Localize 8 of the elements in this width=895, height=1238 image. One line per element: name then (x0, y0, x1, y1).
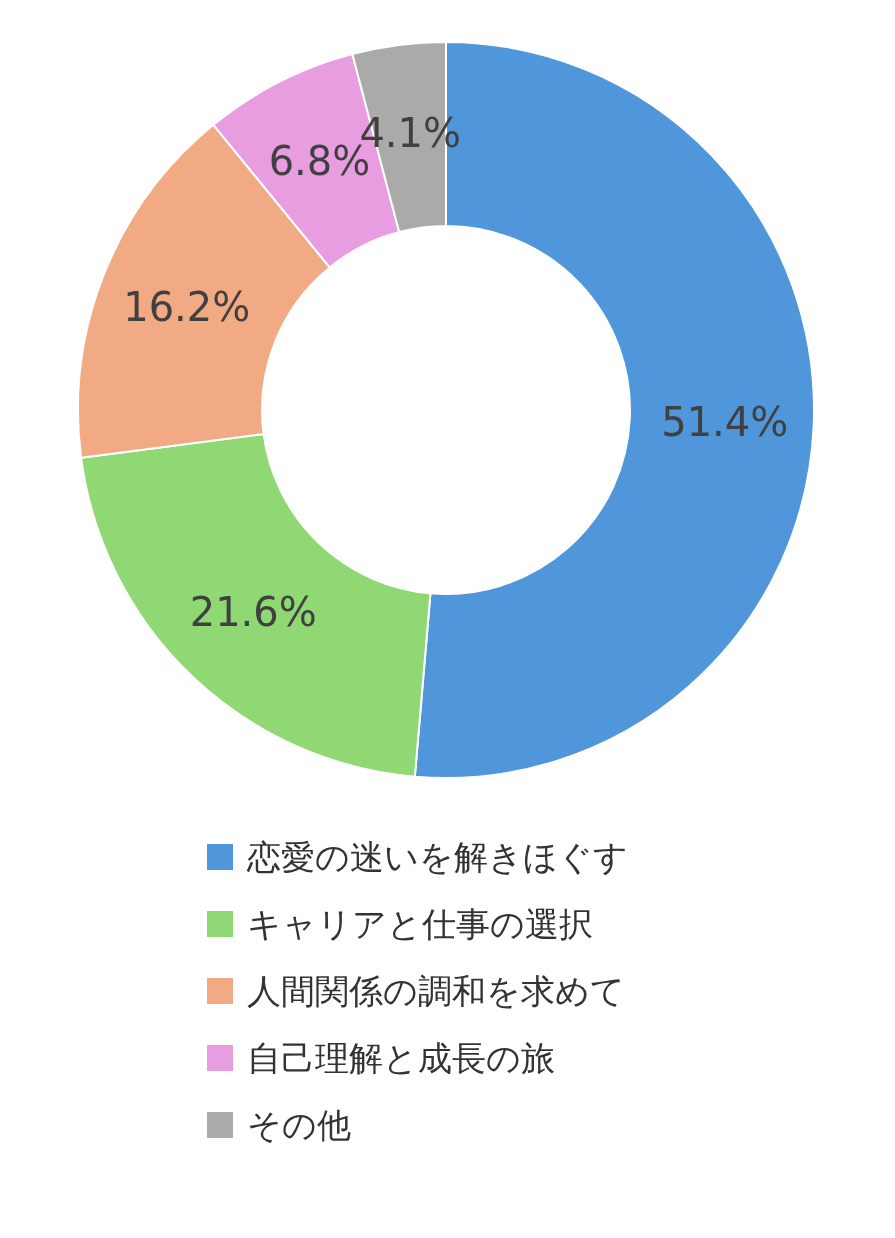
legend-label: 人間関係の調和を求めて (247, 971, 625, 1011)
data-label: 21.6% (189, 588, 317, 635)
legend-label: キャリアと仕事の選択 (247, 904, 593, 944)
legend-label: その他 (247, 1105, 351, 1145)
data-label: 16.2% (123, 283, 251, 330)
data-label: 51.4% (661, 398, 789, 445)
legend-label: 自己理解と成長の旅 (247, 1038, 555, 1078)
legend-label: 恋愛の迷いを解きほぐす (246, 837, 628, 877)
